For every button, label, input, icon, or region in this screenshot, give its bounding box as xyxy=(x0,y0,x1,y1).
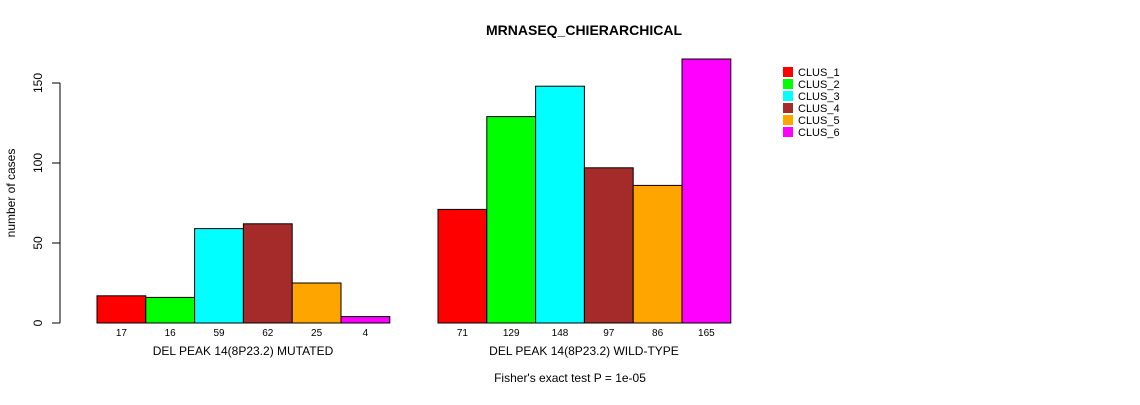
bar-count-label: 25 xyxy=(311,328,323,339)
bar-clus-6 xyxy=(340,316,391,324)
count-labels: 17 16 59 62 25 4 71 129 148 97 86 165 xyxy=(116,328,715,339)
bar-count-label: 165 xyxy=(698,328,715,339)
legend-swatch xyxy=(783,91,793,101)
y-tick-label: 150 xyxy=(31,73,45,93)
y-axis: 0 50 100 150 xyxy=(31,73,61,326)
bar-clus-1 xyxy=(437,208,488,324)
fisher-test-footnote: Fisher's exact test P = 1e-05 xyxy=(494,371,646,385)
y-tick-label: 100 xyxy=(31,153,45,173)
legend-swatch xyxy=(783,103,793,113)
bar-clus-4 xyxy=(583,167,634,324)
legend-swatch xyxy=(783,115,793,125)
legend-label: CLUS_2 xyxy=(798,79,840,91)
bar-clus-3 xyxy=(535,85,585,324)
bar-count-label: 59 xyxy=(213,328,225,339)
bar-count-label: 62 xyxy=(262,328,274,339)
legend-label: CLUS_4 xyxy=(798,103,840,115)
legend-label: CLUS_1 xyxy=(798,67,840,79)
y-tick-label: 0 xyxy=(31,319,45,326)
bar-count-label: 71 xyxy=(457,328,469,339)
legend-swatch xyxy=(783,67,793,77)
bar-count-label: 148 xyxy=(552,328,569,339)
bar-clus-4 xyxy=(242,223,293,324)
chart-title: MRNASEQ_CHIERARCHICAL xyxy=(486,22,682,38)
y-tick-label: 50 xyxy=(31,236,45,250)
bar-count-label: 16 xyxy=(165,328,177,339)
group-label-wild-type: DEL PEAK 14(8P23.2) WILD-TYPE xyxy=(489,344,679,358)
bar-clus-5 xyxy=(632,184,683,324)
bar-clus-2 xyxy=(486,116,537,324)
legend-swatch xyxy=(783,127,793,137)
legend-label: CLUS_6 xyxy=(798,127,840,139)
bar-count-label: 129 xyxy=(503,328,520,339)
bar-count-label: 97 xyxy=(603,328,615,339)
y-axis-label: number of cases xyxy=(4,149,18,238)
legend-swatch xyxy=(783,79,793,89)
bar-count-label: 4 xyxy=(363,328,369,339)
legend-label: CLUS_3 xyxy=(798,91,840,103)
bar-clus-2 xyxy=(145,296,196,324)
bar-count-label: 86 xyxy=(652,328,664,339)
bar-count-label: 17 xyxy=(116,328,128,339)
bar-clus-1 xyxy=(96,295,147,324)
group-label-mutated: DEL PEAK 14(8P23.2) MUTATED xyxy=(153,344,334,358)
bar-clus-5 xyxy=(291,282,342,324)
bars xyxy=(96,58,732,324)
bar-clus-3 xyxy=(194,228,244,324)
legend-label: CLUS_5 xyxy=(798,115,840,127)
bar-clus-6 xyxy=(681,58,732,324)
